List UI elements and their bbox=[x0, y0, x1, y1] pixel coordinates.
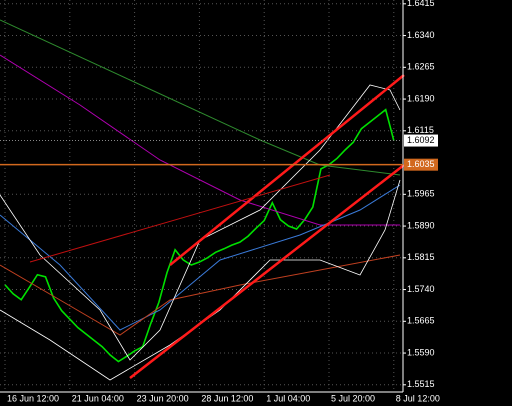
bollinger-lower bbox=[0, 179, 401, 381]
trend-line bbox=[29, 174, 331, 263]
x-tick-label: 21 Jun 04:00 bbox=[72, 393, 124, 403]
y-tick-label: 1.6265 bbox=[407, 62, 435, 72]
level-label: 1.6035 bbox=[407, 159, 435, 169]
moving-average bbox=[0, 54, 400, 226]
y-tick-label: 1.5665 bbox=[407, 316, 435, 326]
y-tick-label: 1.5515 bbox=[407, 379, 435, 389]
x-tick-label: 23 Jun 20:00 bbox=[137, 393, 189, 403]
bid-label: 1.6092 bbox=[407, 135, 435, 145]
x-tick-label: 16 Jun 12:00 bbox=[7, 393, 59, 403]
moving-average bbox=[0, 184, 401, 331]
y-tick-label: 1.6190 bbox=[407, 93, 435, 103]
y-tick-label: 1.5815 bbox=[407, 252, 435, 262]
y-tick-label: 1.5965 bbox=[407, 189, 435, 199]
y-tick-label: 1.6340 bbox=[407, 30, 435, 40]
y-tick-label: 1.5590 bbox=[407, 347, 435, 357]
moving-average bbox=[0, 254, 401, 336]
x-tick-label: 28 Jun 12:00 bbox=[201, 393, 253, 403]
y-tick-label: 1.6415 bbox=[407, 0, 435, 8]
level-label-box bbox=[404, 158, 438, 171]
x-tick-label: 8 Jul 12:00 bbox=[396, 393, 440, 403]
x-tick-label: 5 Jul 20:00 bbox=[331, 393, 375, 403]
y-tick-label: 1.5890 bbox=[407, 220, 435, 230]
bid-label-box bbox=[404, 134, 438, 147]
trend-line bbox=[129, 164, 405, 379]
x-tick-label: 1 Jul 04:00 bbox=[266, 393, 310, 403]
y-tick-label: 1.6115 bbox=[407, 125, 434, 135]
trend-line bbox=[169, 74, 405, 266]
moving-average bbox=[0, 19, 401, 176]
y-tick-label: 1.5740 bbox=[407, 284, 435, 294]
